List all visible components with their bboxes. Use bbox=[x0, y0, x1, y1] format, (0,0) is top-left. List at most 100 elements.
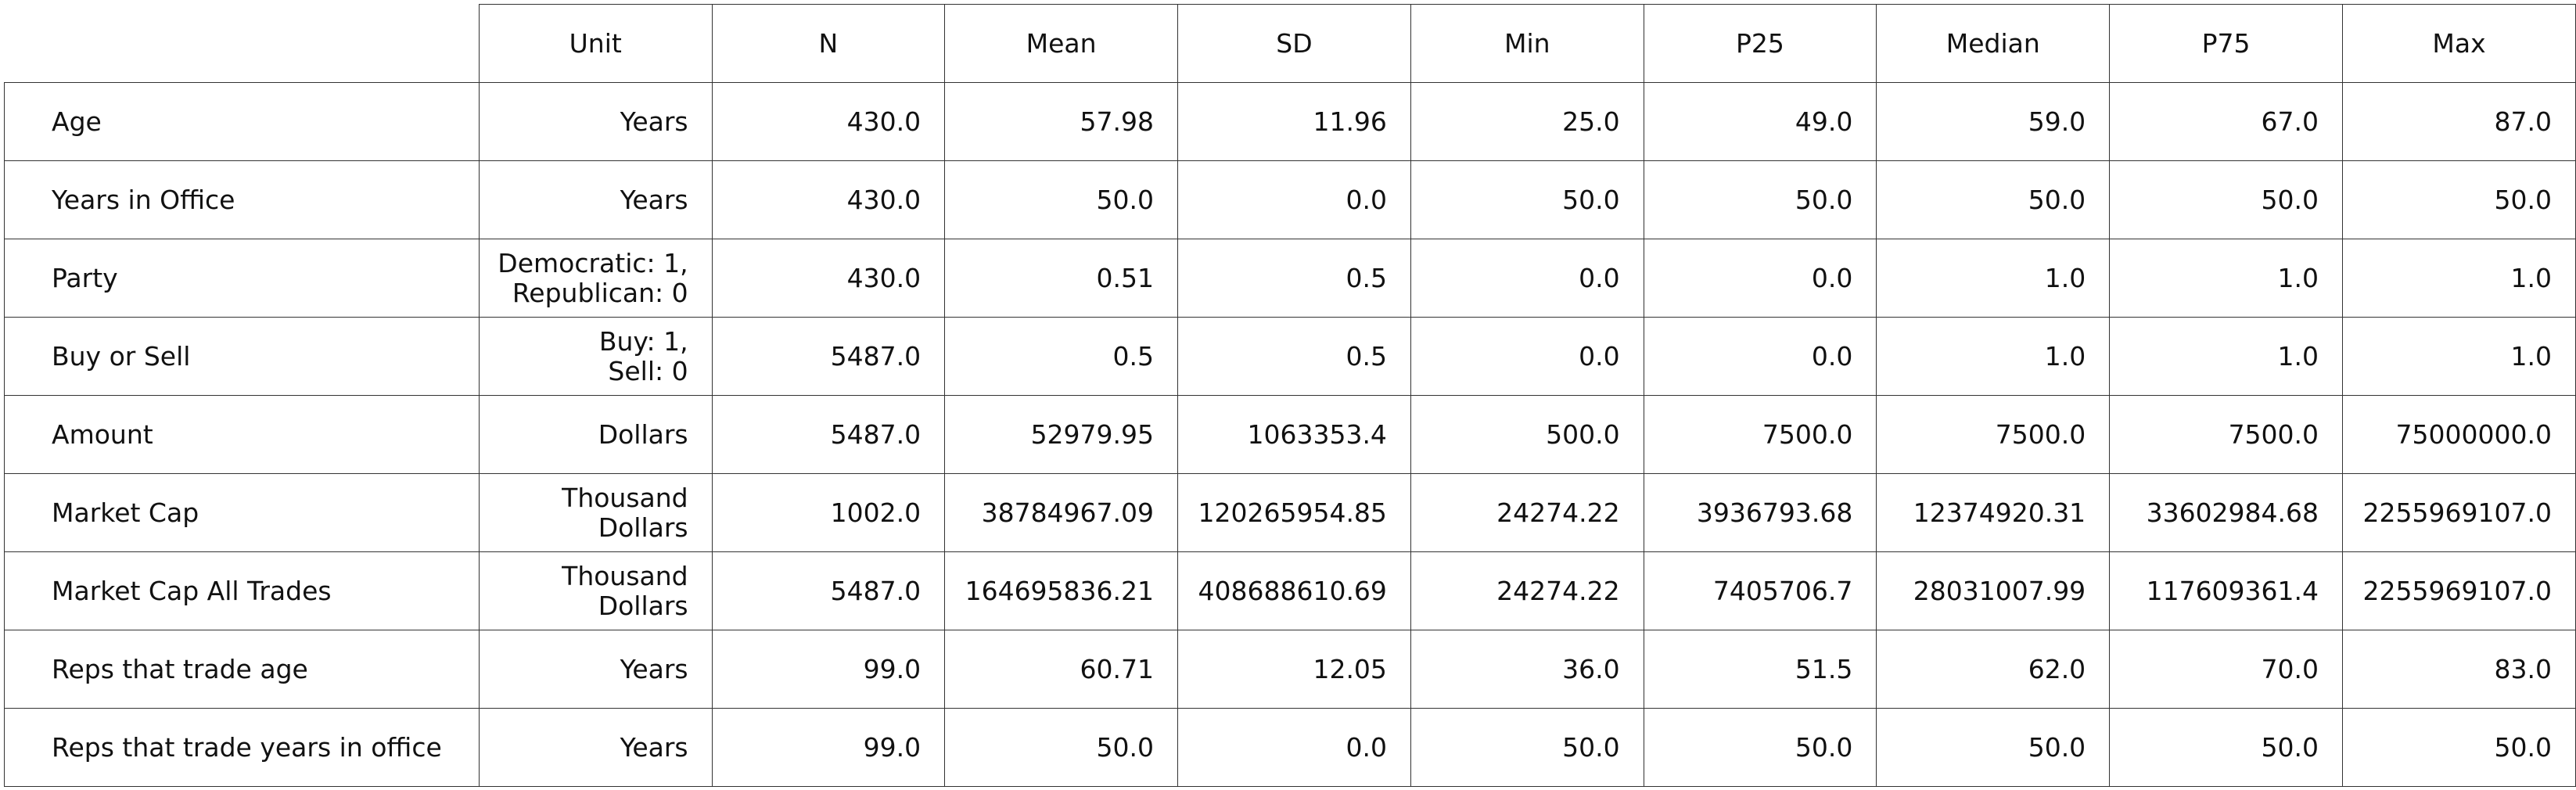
unit-cell: Thousand Dollars bbox=[478, 551, 713, 630]
n-cell: 430.0 bbox=[711, 239, 946, 318]
column-header-p75: P75 bbox=[2109, 4, 2344, 83]
row-label: Party bbox=[4, 239, 480, 318]
min-cell: 50.0 bbox=[1410, 708, 1644, 787]
mean-cell: 57.98 bbox=[944, 82, 1179, 161]
sd-cell: 0.5 bbox=[1177, 239, 1411, 318]
table-row: Reps that trade years in office Years 99… bbox=[4, 708, 2576, 787]
table-row: Amount Dollars 5487.0 52979.95 1063353.4… bbox=[4, 395, 2576, 474]
unit-cell: Years bbox=[478, 82, 713, 161]
min-cell: 24274.22 bbox=[1410, 551, 1644, 630]
unit-cell: Years bbox=[478, 160, 713, 239]
unit-text: Years bbox=[620, 653, 688, 684]
max-cell: 87.0 bbox=[2342, 82, 2576, 161]
median-cell: 1.0 bbox=[1876, 239, 2111, 318]
unit-cell: Years bbox=[478, 708, 713, 787]
row-label: Market Cap bbox=[4, 473, 480, 552]
unit-text: Democratic: 1, Republican: 0 bbox=[498, 247, 688, 308]
median-cell: 50.0 bbox=[1876, 708, 2111, 787]
column-header-mean: Mean bbox=[944, 4, 1179, 83]
p25-cell: 0.0 bbox=[1643, 317, 1877, 396]
table-row: Buy or Sell Buy: 1, Sell: 0 5487.0 0.5 0… bbox=[4, 317, 2576, 396]
p25-cell: 7500.0 bbox=[1643, 395, 1877, 474]
unit-text: Years bbox=[620, 731, 688, 763]
p25-cell: 50.0 bbox=[1643, 708, 1877, 787]
max-cell: 2255969107.0 bbox=[2342, 551, 2576, 630]
unit-cell: Buy: 1, Sell: 0 bbox=[478, 317, 713, 396]
row-label: Buy or Sell bbox=[4, 317, 480, 396]
min-cell: 25.0 bbox=[1410, 82, 1644, 161]
n-cell: 99.0 bbox=[711, 708, 946, 787]
table-row: Market Cap All Trades Thousand Dollars 5… bbox=[4, 551, 2576, 630]
summary-statistics-table: Unit N Mean SD Min P25 Median P75 Max Ag… bbox=[4, 4, 2576, 787]
unit-cell: Dollars bbox=[478, 395, 713, 474]
min-cell: 0.0 bbox=[1410, 239, 1644, 318]
table-row: Market Cap Thousand Dollars 1002.0 38784… bbox=[4, 473, 2576, 552]
n-cell: 5487.0 bbox=[711, 395, 946, 474]
min-cell: 500.0 bbox=[1410, 395, 1644, 474]
n-cell: 430.0 bbox=[711, 82, 946, 161]
sd-cell: 408688610.69 bbox=[1177, 551, 1411, 630]
mean-cell: 60.71 bbox=[944, 630, 1179, 709]
max-cell: 1.0 bbox=[2342, 317, 2576, 396]
n-cell: 99.0 bbox=[711, 630, 946, 709]
mean-cell: 0.5 bbox=[944, 317, 1179, 396]
row-label: Amount bbox=[4, 395, 480, 474]
unit-text: Years bbox=[620, 106, 688, 137]
max-cell: 1.0 bbox=[2342, 239, 2576, 318]
column-header-p25: P25 bbox=[1643, 4, 1877, 83]
n-cell: 5487.0 bbox=[711, 317, 946, 396]
n-cell: 5487.0 bbox=[711, 551, 946, 630]
mean-cell: 0.51 bbox=[944, 239, 1179, 318]
median-cell: 12374920.31 bbox=[1876, 473, 2111, 552]
max-cell: 50.0 bbox=[2342, 160, 2576, 239]
p75-cell: 7500.0 bbox=[2109, 395, 2344, 474]
table-row: Reps that trade age Years 99.0 60.71 12.… bbox=[4, 630, 2576, 709]
p75-cell: 1.0 bbox=[2109, 317, 2344, 396]
min-cell: 50.0 bbox=[1410, 160, 1644, 239]
p75-cell: 70.0 bbox=[2109, 630, 2344, 709]
median-cell: 7500.0 bbox=[1876, 395, 2111, 474]
max-cell: 50.0 bbox=[2342, 708, 2576, 787]
row-label: Reps that trade years in office bbox=[4, 708, 480, 787]
unit-text: Buy: 1, Sell: 0 bbox=[598, 325, 688, 386]
column-header-max: Max bbox=[2342, 4, 2576, 83]
sd-cell: 0.0 bbox=[1177, 708, 1411, 787]
p75-cell: 50.0 bbox=[2109, 708, 2344, 787]
p25-cell: 50.0 bbox=[1643, 160, 1877, 239]
column-header-n: N bbox=[711, 4, 946, 83]
median-cell: 62.0 bbox=[1876, 630, 2111, 709]
unit-text: Thousand Dollars bbox=[562, 482, 688, 543]
unit-text: Years bbox=[620, 184, 688, 215]
unit-cell: Thousand Dollars bbox=[478, 473, 713, 552]
sd-cell: 12.05 bbox=[1177, 630, 1411, 709]
row-label: Market Cap All Trades bbox=[4, 551, 480, 630]
p25-cell: 0.0 bbox=[1643, 239, 1877, 318]
median-cell: 50.0 bbox=[1876, 160, 2111, 239]
row-label: Age bbox=[4, 82, 480, 161]
min-cell: 24274.22 bbox=[1410, 473, 1644, 552]
p75-cell: 1.0 bbox=[2109, 239, 2344, 318]
sd-cell: 120265954.85 bbox=[1177, 473, 1411, 552]
sd-cell: 0.5 bbox=[1177, 317, 1411, 396]
p25-cell: 7405706.7 bbox=[1643, 551, 1877, 630]
mean-cell: 52979.95 bbox=[944, 395, 1179, 474]
min-cell: 36.0 bbox=[1410, 630, 1644, 709]
unit-text: Dollars bbox=[598, 418, 688, 450]
table-row: Years in Office Years 430.0 50.0 0.0 50.… bbox=[4, 160, 2576, 239]
n-cell: 1002.0 bbox=[711, 473, 946, 552]
column-header-median: Median bbox=[1876, 4, 2111, 83]
max-cell: 75000000.0 bbox=[2342, 395, 2576, 474]
p25-cell: 3936793.68 bbox=[1643, 473, 1877, 552]
mean-cell: 164695836.21 bbox=[944, 551, 1179, 630]
median-cell: 28031007.99 bbox=[1876, 551, 2111, 630]
mean-cell: 38784967.09 bbox=[944, 473, 1179, 552]
n-cell: 430.0 bbox=[711, 160, 946, 239]
column-header-min: Min bbox=[1410, 4, 1644, 83]
table-row: Age Years 430.0 57.98 11.96 25.0 49.0 59… bbox=[4, 82, 2576, 161]
p75-cell: 117609361.4 bbox=[2109, 551, 2344, 630]
max-cell: 2255969107.0 bbox=[2342, 473, 2576, 552]
sd-cell: 0.0 bbox=[1177, 160, 1411, 239]
row-label: Reps that trade age bbox=[4, 630, 480, 709]
table-row: Party Democratic: 1, Republican: 0 430.0… bbox=[4, 239, 2576, 318]
median-cell: 59.0 bbox=[1876, 82, 2111, 161]
